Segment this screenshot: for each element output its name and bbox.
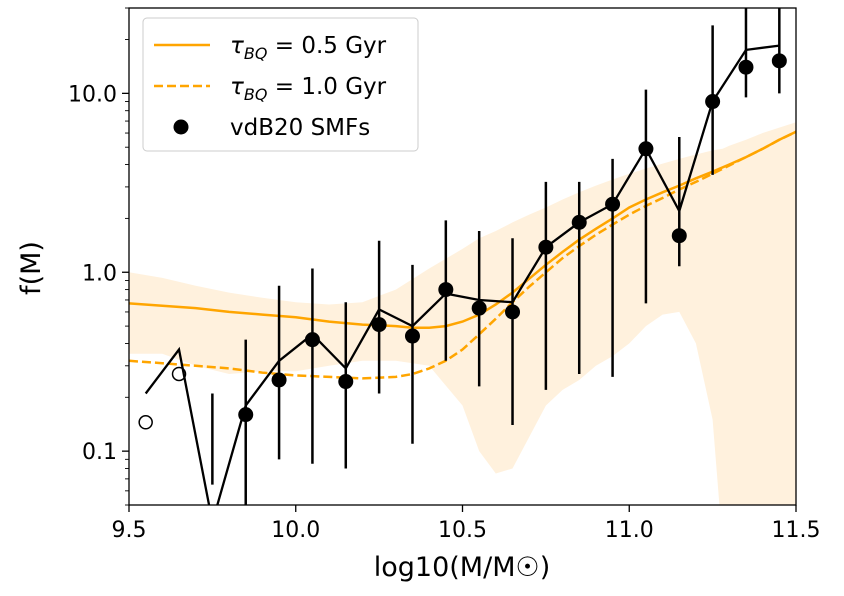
data-point <box>438 282 454 298</box>
data-point <box>371 317 387 333</box>
data-point-open <box>138 415 153 430</box>
y-tick-label: 10.0 <box>68 82 117 107</box>
x-tick-label: 10.5 <box>438 518 487 543</box>
legend-label: vdB20 SMFs <box>230 115 370 141</box>
plot-area <box>129 8 796 530</box>
model-line-dashed <box>129 130 796 380</box>
data-point <box>271 372 287 388</box>
legend-label: τBQ = 0.5 Gyr <box>230 33 387 63</box>
data-point <box>205 515 220 530</box>
data-point <box>738 59 754 75</box>
y-axis-label: f(M) <box>16 241 47 295</box>
x-axis-label: log10(M/M☉) <box>374 552 550 583</box>
x-tick-label: 10.0 <box>271 518 320 543</box>
x-tick-label: 11.5 <box>772 518 821 543</box>
legend-box <box>142 17 419 152</box>
data-point <box>671 228 687 244</box>
data-point <box>771 53 787 69</box>
data-point <box>505 304 521 320</box>
y-tick-label: 0.1 <box>82 440 117 465</box>
y-tick-label: 1.0 <box>82 261 117 286</box>
legend: τBQ = 0.5 Gyr τBQ = 1.0 Gyr vdB20 SMFs <box>142 17 419 152</box>
legend-marker <box>173 119 189 135</box>
data-point <box>571 214 587 230</box>
legend-label: τBQ = 1.0 Gyr <box>230 74 387 104</box>
model-line-solid <box>129 130 796 329</box>
data-line <box>144 44 780 505</box>
data-point <box>705 94 721 110</box>
data-point <box>538 239 554 255</box>
data-point-open <box>171 366 187 382</box>
data-point <box>304 332 320 348</box>
data-point <box>471 300 487 316</box>
data-point <box>238 407 254 423</box>
uncertainty-band <box>129 122 796 505</box>
x-tick-label: 9.5 <box>112 518 147 543</box>
x-tick-label: 11.0 <box>605 518 654 543</box>
data-point <box>605 196 621 212</box>
data-point <box>638 141 654 157</box>
axes: 9.5 10.0 10.5 11.0 11.5 0.1 1.0 10.0 <box>68 7 821 543</box>
data-point <box>338 374 354 390</box>
data-point <box>404 328 420 344</box>
